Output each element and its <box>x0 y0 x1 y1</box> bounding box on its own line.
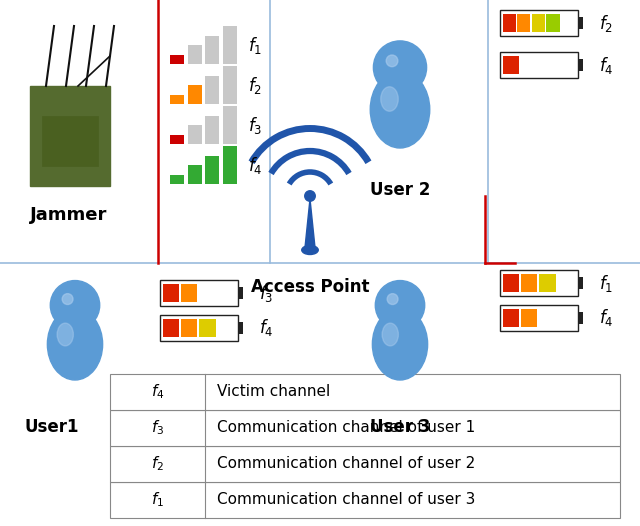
Bar <box>223 146 237 184</box>
Circle shape <box>305 191 316 201</box>
Text: $f_2$: $f_2$ <box>599 13 613 34</box>
Text: $f_1$: $f_1$ <box>599 272 613 294</box>
Circle shape <box>62 294 73 305</box>
Circle shape <box>375 280 425 330</box>
Bar <box>500 305 578 331</box>
Text: $f_3$: $f_3$ <box>151 419 164 437</box>
Bar <box>170 55 184 64</box>
Bar <box>205 116 219 144</box>
Text: User 2: User 2 <box>370 181 430 199</box>
Bar <box>502 14 516 33</box>
Bar <box>578 59 583 71</box>
Bar <box>223 106 237 144</box>
Bar <box>110 410 620 446</box>
Circle shape <box>387 294 398 305</box>
Bar <box>521 309 537 327</box>
Bar <box>502 309 519 327</box>
Text: $f_2$: $f_2$ <box>248 75 262 96</box>
Bar <box>163 319 179 337</box>
Bar <box>500 270 578 296</box>
Text: $f_1$: $f_1$ <box>151 491 164 509</box>
Polygon shape <box>305 199 316 250</box>
Text: Communication channel of user 1: Communication channel of user 1 <box>217 420 476 436</box>
Bar <box>238 322 243 334</box>
Circle shape <box>373 41 427 94</box>
Bar <box>578 17 583 29</box>
Text: $f_4$: $f_4$ <box>151 382 164 401</box>
Text: $f_2$: $f_2$ <box>151 454 164 473</box>
Bar <box>578 312 583 324</box>
Bar <box>110 446 620 482</box>
Ellipse shape <box>381 87 398 112</box>
Bar <box>500 10 578 36</box>
Bar <box>502 274 519 292</box>
Bar <box>188 45 202 64</box>
Ellipse shape <box>47 309 102 380</box>
Bar <box>188 165 202 184</box>
Bar <box>500 52 578 78</box>
Ellipse shape <box>371 71 429 148</box>
Text: $f_4$: $f_4$ <box>599 55 614 76</box>
Text: $f_4$: $f_4$ <box>259 318 273 339</box>
Bar <box>199 319 216 337</box>
Ellipse shape <box>382 323 398 346</box>
Bar <box>170 135 184 144</box>
Text: $f_3$: $f_3$ <box>259 282 273 304</box>
Bar <box>517 14 531 33</box>
Bar <box>170 175 184 184</box>
Text: Communication channel of user 3: Communication channel of user 3 <box>217 492 476 508</box>
Bar <box>42 116 98 166</box>
Bar <box>110 374 620 410</box>
Bar <box>223 26 237 64</box>
Bar <box>205 35 219 64</box>
Bar <box>521 274 537 292</box>
Text: $f_1$: $f_1$ <box>248 35 263 56</box>
Bar <box>578 277 583 289</box>
Bar <box>547 14 559 33</box>
Bar <box>181 284 197 302</box>
Circle shape <box>386 55 398 67</box>
Bar <box>223 66 237 104</box>
Text: $f_4$: $f_4$ <box>248 155 263 176</box>
Bar <box>539 274 556 292</box>
Bar <box>160 315 238 341</box>
Ellipse shape <box>372 309 428 380</box>
Bar <box>502 56 519 74</box>
Text: Access Point: Access Point <box>251 278 369 296</box>
Bar <box>110 482 620 518</box>
Text: User 3: User 3 <box>370 418 430 436</box>
Bar <box>188 85 202 104</box>
Text: User1: User1 <box>25 418 79 436</box>
Text: $f_4$: $f_4$ <box>599 308 614 329</box>
Circle shape <box>51 280 100 330</box>
Bar <box>181 319 197 337</box>
Bar <box>532 14 545 33</box>
Bar <box>238 287 243 299</box>
Bar <box>205 76 219 104</box>
Bar <box>188 125 202 144</box>
Text: Communication channel of user 2: Communication channel of user 2 <box>217 457 476 471</box>
Bar <box>170 95 184 104</box>
Bar <box>163 284 179 302</box>
Ellipse shape <box>301 246 318 255</box>
Bar <box>30 86 110 186</box>
Text: Jammer: Jammer <box>30 206 108 224</box>
Text: Victim channel: Victim channel <box>217 385 330 400</box>
Bar <box>205 156 219 184</box>
Text: $f_3$: $f_3$ <box>248 115 263 136</box>
Bar <box>160 280 238 306</box>
Ellipse shape <box>57 323 74 346</box>
